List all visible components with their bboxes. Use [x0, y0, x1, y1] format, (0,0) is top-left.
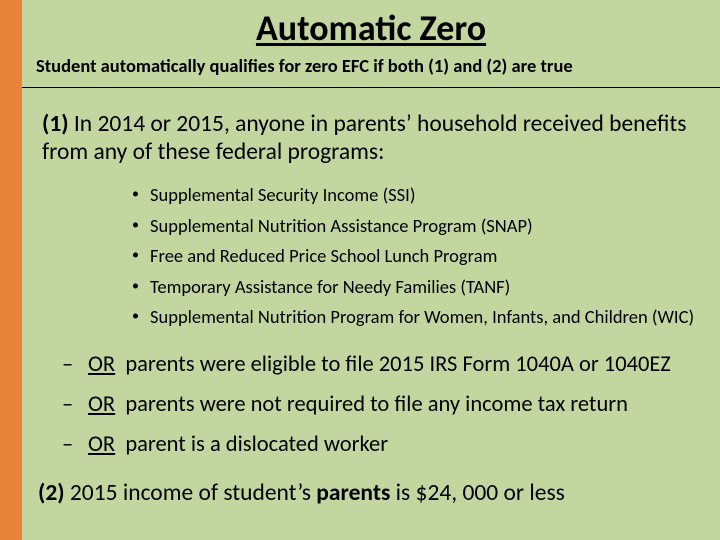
bullet-icon: •: [132, 241, 150, 272]
bullet-icon: •: [132, 272, 150, 303]
bullet-text: Temporary Assistance for Needy Families …: [150, 272, 510, 303]
section-2-text1: 2015 income of student’s: [65, 479, 317, 507]
or-line: OR parents were eligible to file 2015 IR…: [88, 345, 671, 385]
slide-content: Automatic Zero Student automatically qua…: [22, 0, 720, 540]
list-item: • Supplemental Nutrition Program for Wom…: [132, 302, 720, 333]
section-1-text: In 2014 or 2015, anyone in parents’ hous…: [42, 110, 686, 166]
dash-icon: –: [62, 385, 88, 425]
list-item: • Supplemental Security Income (SSI): [132, 180, 720, 211]
list-item: • Temporary Assistance for Needy Familie…: [132, 272, 720, 303]
section-2: (2) 2015 income of student’s parents is …: [22, 465, 720, 507]
section-2-text2: is $24, 000 or less: [390, 479, 565, 507]
list-item: • Free and Reduced Price School Lunch Pr…: [132, 241, 720, 272]
or-label: OR: [88, 391, 115, 418]
section-1: (1) In 2014 or 2015, anyone in parents’ …: [22, 88, 720, 166]
dash-icon: –: [62, 345, 88, 385]
or-label: OR: [88, 351, 115, 378]
or-line: OR parent is a dislocated worker: [88, 425, 388, 465]
list-item: – OR parents were eligible to file 2015 …: [62, 345, 720, 385]
bullet-text: Supplemental Security Income (SSI): [150, 180, 415, 211]
bullet-text: Free and Reduced Price School Lunch Prog…: [150, 241, 497, 272]
or-text: parent is a dislocated worker: [125, 431, 388, 458]
page-subtitle: Student automatically qualifies for zero…: [22, 50, 720, 88]
bullet-icon: •: [132, 211, 150, 242]
list-item: • Supplemental Nutrition Assistance Prog…: [132, 211, 720, 242]
or-text: parents were eligible to file 2015 IRS F…: [125, 351, 671, 378]
list-item: – OR parent is a dislocated worker: [62, 425, 720, 465]
or-text: parents were not required to file any in…: [125, 391, 628, 418]
bullet-icon: •: [132, 302, 150, 333]
page-title: Automatic Zero: [22, 0, 720, 50]
section-2-bold: parents: [316, 479, 390, 507]
bullet-list: • Supplemental Security Income (SSI) • S…: [22, 166, 720, 333]
section-1-lead: (1): [42, 110, 69, 138]
or-line: OR parents were not required to file any…: [88, 385, 628, 425]
section-2-lead: (2): [38, 479, 65, 507]
list-item: – OR parents were not required to file a…: [62, 385, 720, 425]
bullet-text: Supplemental Nutrition Assistance Progra…: [150, 211, 533, 242]
accent-bar: [0, 0, 22, 540]
dash-icon: –: [62, 425, 88, 465]
bullet-text: Supplemental Nutrition Program for Women…: [150, 302, 694, 333]
or-label: OR: [88, 431, 115, 458]
or-list: – OR parents were eligible to file 2015 …: [22, 333, 720, 465]
bullet-icon: •: [132, 180, 150, 211]
